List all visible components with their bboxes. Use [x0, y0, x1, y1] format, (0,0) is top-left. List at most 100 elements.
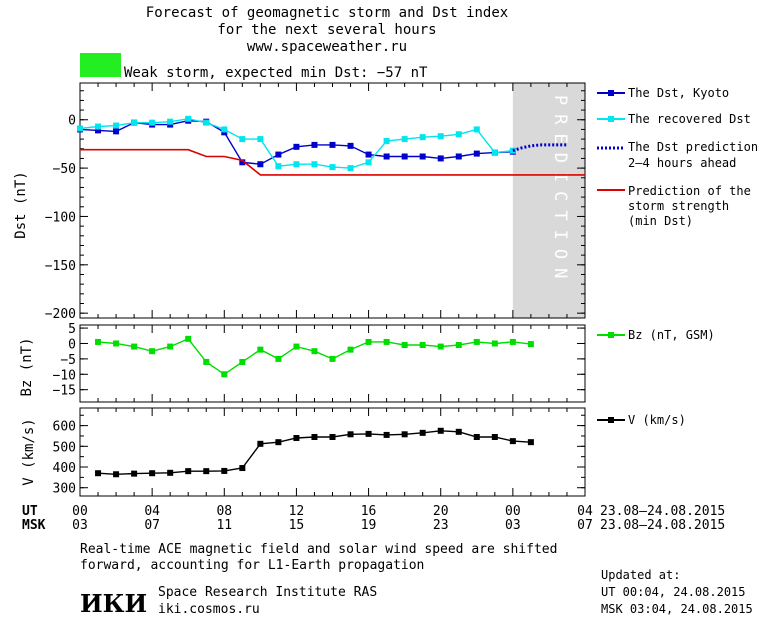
y-tick-label: 600 [53, 420, 76, 435]
time-axis: UT MSK 23.08–24.08.2015 23.08–24.08.2015… [22, 504, 725, 533]
data-point-dst-recovered [239, 136, 246, 143]
chart-title-line-2: for the next several hours [217, 22, 436, 38]
data-point-bz [239, 358, 246, 365]
legend-storm-strength-label-3: (min Dst) [628, 214, 693, 228]
panel-frame [79, 82, 586, 319]
data-point-v [347, 431, 354, 438]
v-panel: 600 500 400 300 [53, 407, 586, 497]
data-point-bz [185, 335, 192, 342]
data-point-v [491, 433, 498, 440]
series-line-dst-recovered [79, 118, 513, 169]
data-point-dst-recovered [365, 159, 372, 166]
msk-tick-label: 23 [433, 518, 449, 533]
data-point-bz [383, 338, 390, 345]
y-tick-label: 0 [68, 114, 76, 129]
y-tick-label: 400 [53, 461, 76, 476]
series-line-storm-strength [80, 148, 585, 176]
data-point-bz [473, 338, 480, 345]
legend-storm-strength: Prediction of the storm strength (min Ds… [597, 184, 751, 228]
legend-dst-kyoto: The Dst, Kyoto [597, 86, 729, 100]
data-point-v [203, 468, 210, 475]
data-point-v [311, 433, 318, 440]
data-point-dst-recovered [293, 161, 300, 168]
data-point-dst-recovered [257, 136, 264, 143]
y-tick-label: −150 [45, 259, 76, 274]
data-point-v [437, 427, 444, 434]
y-tick-label: −100 [45, 210, 76, 225]
data-point-v [185, 468, 192, 475]
msk-date-range: 23.08–24.08.2015 [600, 518, 725, 533]
data-point-dst-recovered [167, 118, 174, 125]
data-point-dst-recovered [455, 131, 462, 138]
data-point-bz [95, 338, 102, 345]
data-point-v [383, 431, 390, 438]
chart-source-url: www.spaceweather.ru [247, 39, 407, 55]
msk-tick-label: 03 [72, 518, 88, 533]
data-point-dst-recovered [347, 165, 354, 172]
data-point-dst-recovered [113, 122, 120, 129]
institute-website: iki.cosmos.ru [158, 602, 260, 617]
data-point-dst-recovered [419, 134, 426, 141]
legend-dst-kyoto-label: The Dst, Kyoto [628, 86, 729, 100]
legend-storm-strength-label-1: Prediction of the [628, 184, 751, 198]
updated-title: Updated at: [601, 568, 680, 582]
msk-tick-label: 07 [144, 518, 160, 533]
y-tick-label: 5 [68, 322, 76, 337]
data-point-bz [437, 343, 444, 350]
data-point-bz [329, 355, 336, 362]
legend-marker [608, 116, 614, 122]
data-point-v [527, 439, 534, 446]
data-point-v [113, 471, 120, 478]
legend-v: V (km/s) [597, 413, 686, 427]
y-tick-label: −5 [60, 353, 76, 368]
data-point-dst-kyoto [293, 143, 300, 150]
legend-bz: Bz (nT, GSM) [597, 328, 715, 342]
data-point-dst-recovered [275, 163, 282, 170]
data-point-dst-kyoto [383, 153, 390, 160]
data-point-dst-recovered [95, 123, 102, 130]
data-point-v [149, 470, 156, 477]
updated-msk: MSK 03:04, 24.08.2015 [601, 602, 753, 616]
ut-tick-label: 20 [433, 504, 449, 519]
data-point-v [329, 433, 336, 440]
series-line-bz [97, 338, 531, 376]
data-point-bz [491, 340, 498, 347]
data-point-dst-recovered [473, 126, 480, 133]
ut-date-range: 23.08–24.08.2015 [600, 504, 725, 519]
updated-ut: UT 00:04, 24.08.2015 [601, 585, 746, 599]
bz-panel: 50−5−10−15 [53, 322, 586, 403]
v-axis-label: V (km/s) [21, 418, 37, 485]
data-point-dst-kyoto [401, 153, 408, 160]
data-point-dst-recovered [77, 125, 83, 132]
data-point-dst-recovered [491, 149, 498, 156]
ut-row-label: UT [22, 504, 38, 519]
msk-tick-label: 19 [361, 518, 377, 533]
panel-frame [79, 407, 586, 497]
data-point-v [257, 440, 264, 447]
data-point-dst-kyoto [455, 153, 462, 160]
data-point-bz [401, 342, 408, 349]
ut-tick-label: 04 [577, 504, 593, 519]
legend-marker [608, 90, 614, 96]
data-point-v [401, 431, 408, 438]
data-point-v [131, 470, 138, 477]
prediction-band [512, 83, 585, 318]
institute-name: Space Research Institute RAS [158, 585, 377, 600]
data-point-dst-kyoto [329, 141, 336, 148]
panel-frame [79, 324, 586, 403]
msk-tick-label: 15 [289, 518, 305, 533]
legend-dst-prediction-label-2: 2–4 hours ahead [628, 156, 736, 170]
y-tick-label: −50 [53, 162, 76, 177]
iki-logo: ИКИ [80, 589, 147, 618]
data-point-dst-recovered [311, 161, 318, 168]
data-point-v [239, 465, 246, 472]
series-line-dst-prediction [512, 143, 567, 153]
ut-tick-label: 04 [144, 504, 160, 519]
data-point-dst-kyoto [437, 155, 444, 162]
msk-row-label: MSK [22, 518, 46, 533]
data-point-bz [311, 348, 318, 355]
legend-bz-label: Bz (nT, GSM) [628, 328, 715, 342]
data-point-bz [365, 338, 372, 345]
data-point-v [275, 439, 282, 446]
data-point-v [365, 430, 372, 437]
